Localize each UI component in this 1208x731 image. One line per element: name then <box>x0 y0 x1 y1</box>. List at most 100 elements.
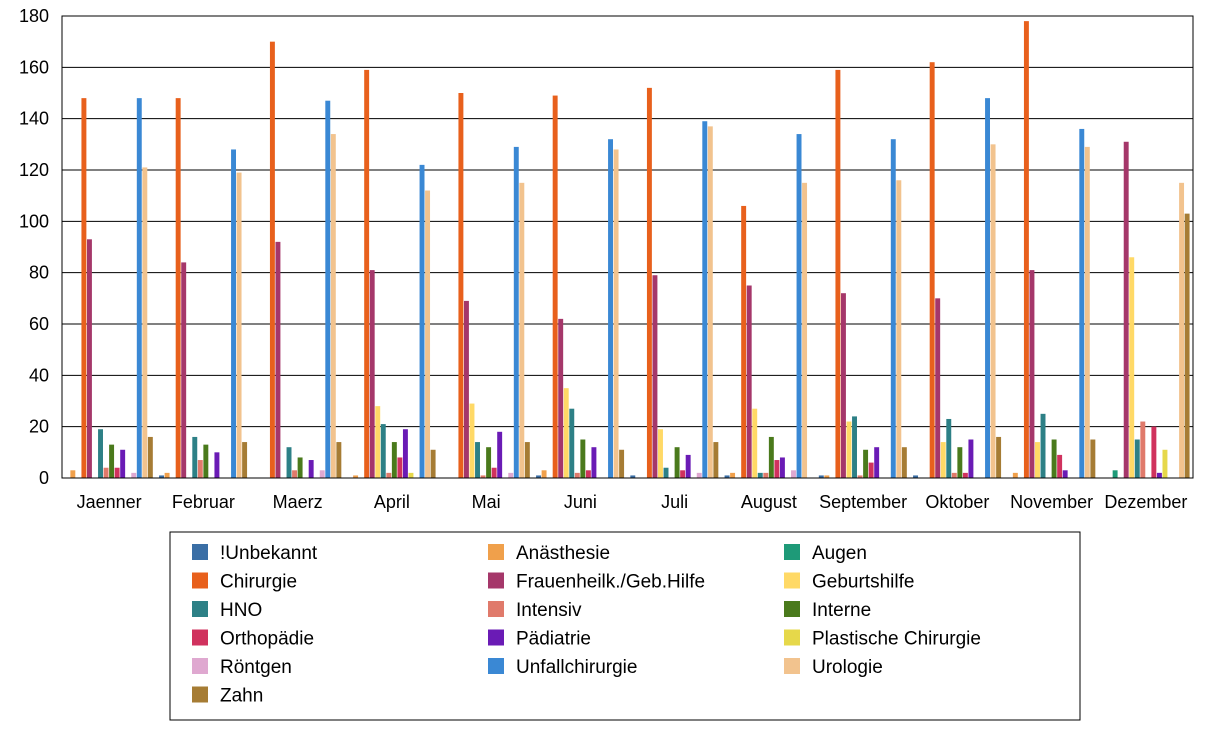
x-tick-label: Juli <box>661 492 688 512</box>
legend-swatch <box>784 544 800 560</box>
bar <box>1035 442 1040 478</box>
bar <box>120 449 126 478</box>
bar <box>1129 257 1135 478</box>
bar <box>369 270 375 478</box>
legend-swatch <box>192 686 208 703</box>
bar <box>330 134 336 479</box>
legend-label: Frauenheilk./Geb.Hilfe <box>516 572 705 593</box>
bar <box>713 442 719 478</box>
x-tick-label: November <box>1010 492 1093 512</box>
bar <box>768 436 774 478</box>
bar <box>419 164 425 478</box>
bar <box>741 205 747 478</box>
bar <box>868 462 874 478</box>
bar <box>962 472 968 478</box>
bar <box>275 241 281 478</box>
legend-swatch <box>784 601 800 617</box>
bar <box>336 442 342 478</box>
legend-label: Anästhesie <box>516 543 610 564</box>
bar <box>536 475 542 478</box>
y-tick-label: 20 <box>29 417 49 437</box>
bar <box>475 442 480 478</box>
legend-swatch <box>192 572 208 589</box>
bar <box>81 98 87 478</box>
bar <box>197 460 203 478</box>
bar <box>297 457 303 478</box>
bar <box>458 93 464 478</box>
bar <box>791 470 796 478</box>
bar <box>1179 182 1185 479</box>
bar <box>702 121 708 478</box>
bar <box>591 447 597 478</box>
bar <box>203 444 209 478</box>
bar <box>231 149 236 478</box>
bar <box>1151 426 1157 478</box>
bar <box>524 442 530 478</box>
legend: !Unbekannt Anästhesie Augen Chirurgie Frauen… <box>169 531 1081 721</box>
bar <box>674 447 680 478</box>
bar <box>951 472 957 478</box>
bar <box>463 300 469 478</box>
bar <box>696 472 702 478</box>
bar <box>519 182 525 479</box>
bar <box>1012 472 1018 478</box>
bar <box>175 98 181 478</box>
bar <box>585 470 591 478</box>
bar <box>613 149 619 478</box>
bar <box>486 447 492 478</box>
bar <box>652 275 658 478</box>
bar <box>1112 470 1118 478</box>
bar <box>730 472 736 478</box>
y-tick-label: 100 <box>19 211 49 231</box>
bar <box>1134 439 1140 478</box>
bar <box>147 436 153 478</box>
bar <box>1184 213 1190 478</box>
bar <box>513 146 519 478</box>
bar <box>818 475 824 478</box>
bar <box>397 457 403 478</box>
x-tick-label: Oktober <box>925 492 989 512</box>
x-tick-label: Februar <box>172 492 235 512</box>
bar <box>192 436 198 478</box>
legend-label: Interne <box>812 600 871 621</box>
bar <box>1051 439 1057 478</box>
bar <box>430 449 436 478</box>
bar <box>391 442 397 478</box>
legend-swatch <box>488 601 504 617</box>
bar <box>214 452 220 478</box>
bar <box>835 69 841 479</box>
legend-swatch <box>192 544 208 560</box>
y-tick-label: 40 <box>29 365 49 385</box>
bar <box>857 475 863 478</box>
bar <box>929 62 935 478</box>
bar <box>1123 141 1129 478</box>
legend-label: !Unbekannt <box>220 543 318 564</box>
bar <box>1156 472 1162 478</box>
legend-swatch <box>488 544 504 560</box>
bar <box>940 442 946 478</box>
bar <box>136 98 142 478</box>
legend-swatch <box>192 629 208 646</box>
bar <box>763 472 769 478</box>
bar <box>114 467 120 478</box>
legend-swatch <box>488 658 504 674</box>
bar <box>779 457 785 478</box>
bar <box>852 416 857 478</box>
y-tick-label: 80 <box>29 263 49 283</box>
bar <box>541 470 547 478</box>
bar <box>292 470 298 478</box>
bar <box>946 418 952 478</box>
bar <box>563 388 569 478</box>
bar <box>1023 21 1029 479</box>
bar <box>269 41 275 479</box>
bar <box>70 470 76 478</box>
legend-swatch <box>192 658 208 674</box>
bar <box>491 467 497 478</box>
bar <box>325 100 331 478</box>
legend-swatch <box>784 658 800 674</box>
y-tick-label: 60 <box>29 314 49 334</box>
legend-label: Plastische Chirurgie <box>812 629 981 650</box>
bar <box>386 472 392 478</box>
bar <box>142 167 148 478</box>
